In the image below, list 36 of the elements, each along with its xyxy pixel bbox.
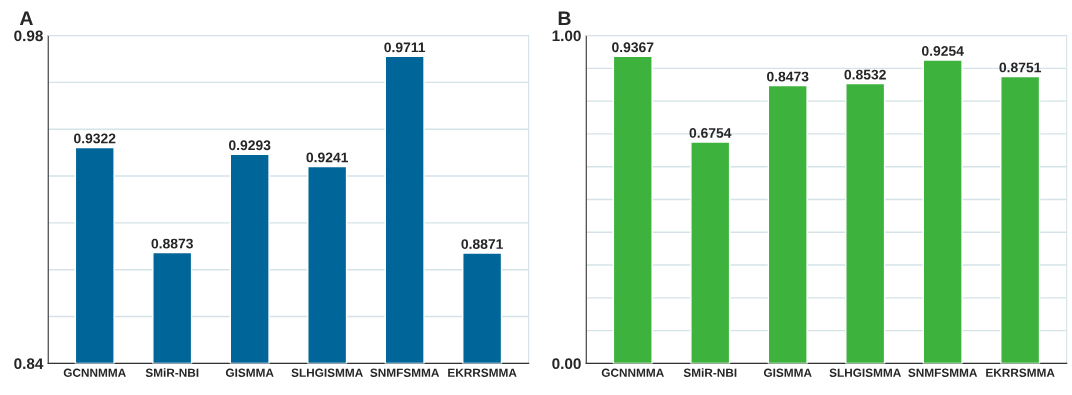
data-label: 0.9293 bbox=[229, 140, 271, 151]
x-tick-label: SLHGISMMA bbox=[829, 368, 901, 377]
x-tick-label: SLHGISMMA bbox=[291, 368, 363, 377]
y-tick-label: 0.84 bbox=[14, 358, 44, 370]
bar bbox=[1000, 75, 1041, 364]
x-tick-label: GISMMA bbox=[225, 368, 274, 377]
data-label: 0.9711 bbox=[384, 42, 426, 53]
bar bbox=[767, 84, 808, 364]
x-tick-label: GISMMA bbox=[763, 368, 812, 377]
x-tick-label: SMiR-NBI bbox=[145, 368, 199, 377]
x-tick-label: SNMFSMMA bbox=[370, 368, 440, 377]
y-tick-label: 1.00 bbox=[552, 30, 581, 42]
y-tick-label: 0.00 bbox=[552, 358, 581, 370]
data-label: 0.9254 bbox=[921, 46, 964, 56]
data-label: 0.8532 bbox=[844, 69, 886, 80]
data-label: 0.9322 bbox=[74, 133, 116, 144]
bar bbox=[690, 141, 731, 364]
x-tick-label: SMiR-NBI bbox=[683, 368, 737, 377]
x-tick-label: SNMFSMMA bbox=[908, 368, 978, 377]
bar bbox=[922, 59, 963, 364]
y-tick-label: 0.98 bbox=[14, 30, 43, 42]
x-tick-label: EKRRSMMA bbox=[986, 368, 1055, 377]
data-label: 0.8871 bbox=[461, 239, 503, 249]
bar bbox=[612, 55, 653, 364]
bar bbox=[845, 82, 886, 364]
data-label: 0.8751 bbox=[999, 62, 1042, 73]
data-label: 0.6754 bbox=[689, 128, 732, 138]
data-label: 0.8873 bbox=[151, 238, 193, 249]
chart-title: A bbox=[19, 11, 33, 25]
x-tick-label: GCNNMMA bbox=[63, 368, 126, 377]
data-label: 0.9367 bbox=[612, 42, 654, 53]
data-label: 0.9241 bbox=[306, 152, 349, 163]
x-tick-label: GCNNMMA bbox=[601, 368, 664, 377]
x-tick-label: EKRRSMMA bbox=[448, 368, 517, 377]
chart-title: B bbox=[558, 11, 571, 25]
data-label: 0.8473 bbox=[767, 71, 809, 82]
